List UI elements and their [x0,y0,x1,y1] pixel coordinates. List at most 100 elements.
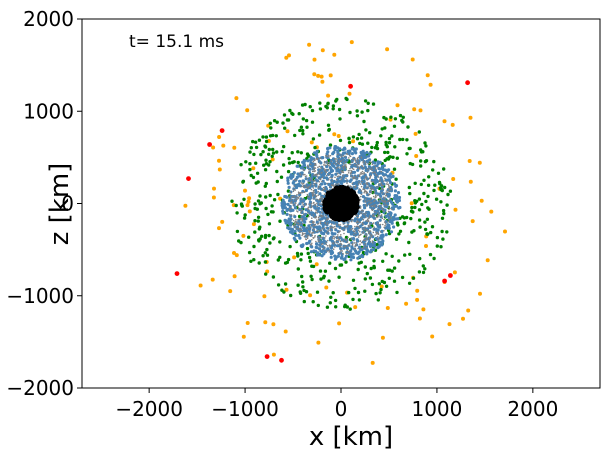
inner-halo-point [320,178,322,180]
blue-point [342,257,346,262]
green-point [301,280,305,284]
inner-halo-point [342,162,345,164]
green-point [283,261,288,265]
inner-halo-point [370,235,372,238]
blue-point [361,240,365,244]
inner-halo-point [331,180,334,182]
inner-halo-point [365,235,367,237]
inner-halo-point [290,207,293,210]
inner-halo-point [378,200,380,203]
green-point [283,126,287,130]
core-point [337,214,342,219]
inner-halo-point [360,216,363,219]
green-point [268,121,272,126]
green-point [337,275,341,279]
inner-halo-point [377,185,380,187]
inner-halo-point [364,178,366,181]
orange-point [379,284,384,289]
inner-halo-point [322,248,325,251]
blue-point [288,204,292,209]
inner-halo-point [337,183,340,185]
inner-halo-point [346,153,349,155]
orange-point [251,166,256,171]
inner-halo-point [326,163,329,166]
inner-halo-point [313,201,315,204]
green-point [288,244,292,249]
inner-halo-point [313,184,316,187]
blue-point [298,202,302,206]
inner-halo-point [368,203,370,205]
green-point [261,254,265,258]
blue-point [375,201,379,205]
green-point [392,124,397,128]
green-point [259,201,263,205]
green-point [257,138,262,142]
inner-halo-point [339,160,341,163]
green-point [274,134,278,138]
inner-halo-point [343,164,346,166]
core-point [343,193,348,198]
blue-point [381,234,385,238]
green-point [253,140,258,144]
inner-halo-point [320,157,322,160]
inner-halo-point [385,190,388,192]
inner-halo-point [354,248,356,251]
green-point [359,136,364,140]
inner-halo-point [360,190,363,192]
blue-point [305,241,309,246]
green-point [301,132,305,136]
blue-point [287,185,291,189]
blue-point [298,179,302,183]
inner-halo-point [364,239,367,242]
inner-halo-point [292,219,295,222]
inner-halo-point [365,186,368,188]
inner-halo-point [308,230,310,232]
inner-halo-point [307,206,310,208]
blue-point [337,153,341,157]
inner-halo-point [315,211,317,214]
inner-halo-point [316,174,319,176]
inner-halo-point [336,179,338,181]
blue-point [377,240,381,244]
core-point [344,187,349,192]
green-point [339,263,344,267]
orange-point [183,203,188,208]
blue-point [302,164,307,168]
green-point [387,136,392,141]
inner-halo-point [291,217,293,220]
green-point [419,150,424,154]
inner-halo-point [321,199,323,201]
inner-halo-point [325,243,328,246]
green-point [283,282,288,286]
green-point [301,285,305,289]
inner-halo-point [312,231,315,234]
inner-halo-point [310,209,313,212]
green-point [417,197,422,201]
inner-halo-point [324,187,326,189]
inner-halo-point [363,237,366,239]
inner-halo-point [289,191,292,194]
inner-halo-point [360,195,362,198]
inner-halo-point [354,235,357,237]
inner-halo-point [296,198,298,201]
inner-halo-point [330,226,333,228]
inner-halo-point [354,160,357,162]
blue-point [333,232,337,236]
inner-halo-point [367,230,369,232]
blue-point [378,192,382,196]
green-point [371,102,376,106]
inner-halo-point [314,163,317,165]
inner-halo-point [352,230,355,232]
core-point [332,193,337,199]
green-point [235,229,240,234]
inner-halo-point [328,156,330,158]
inner-halo-point [311,242,313,245]
orange-point [324,285,329,290]
green-point [360,110,364,114]
blue-point [339,256,344,260]
inner-halo-point [305,234,308,237]
green-point [296,160,300,165]
green-point [357,261,361,265]
blue-point [372,248,376,252]
green-point [267,147,271,152]
